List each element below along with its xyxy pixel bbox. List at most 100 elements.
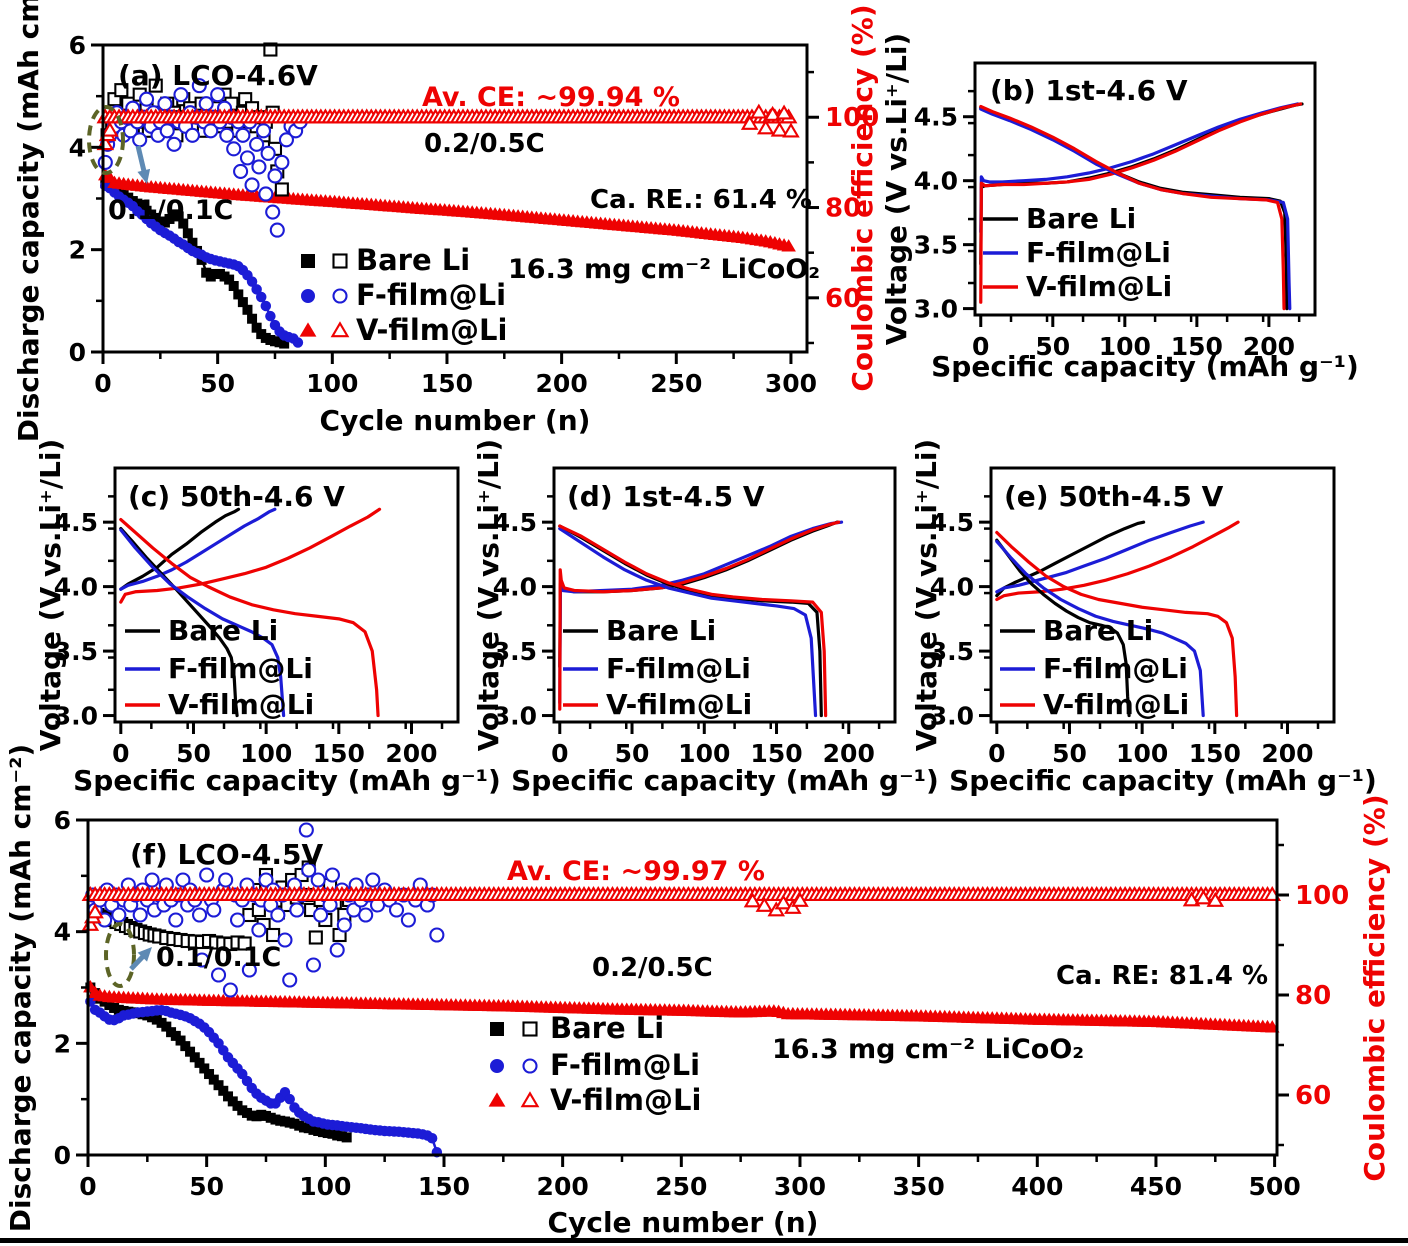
data-point [298, 822, 314, 838]
data-point [260, 145, 276, 161]
panel-c-title: (c) 50th-4.6 V [128, 480, 345, 513]
y2-tick-label: 80 [1295, 981, 1331, 1011]
data-line [558, 526, 818, 718]
legend-label: V-film@Li [550, 1083, 701, 1117]
data-point [429, 927, 445, 943]
panel-a-title: (a) LCO-4.6V [118, 59, 318, 92]
data-point [199, 867, 215, 883]
data-point [175, 872, 191, 888]
data-point [218, 872, 234, 888]
data-line [558, 520, 841, 711]
y-tick-label: 3.5 [54, 637, 98, 666]
ce-outlier-point [1206, 891, 1225, 907]
ce-outlier-point [750, 103, 768, 119]
x-tick-label: 200 [385, 739, 437, 768]
y-tick-label: 4.0 [914, 167, 958, 196]
legend-filled-circle-icon [490, 1059, 504, 1073]
y-tick-label: 4.5 [54, 508, 98, 537]
legend-label: Bare Li [168, 614, 278, 647]
x-tick-label: 100 [240, 739, 292, 768]
x-tick-label: 200 [823, 739, 875, 768]
data-point [242, 304, 253, 315]
series-v-film-li-discharge [995, 530, 1239, 718]
y-tick-label: 0 [69, 338, 86, 367]
ce-outlier-point [784, 898, 802, 914]
data-point [182, 228, 193, 239]
y-tick-label: 3.5 [493, 637, 537, 666]
legend-label: F-film@Li [1043, 652, 1188, 685]
x-tick-label: 100 [306, 369, 358, 398]
data-point [184, 127, 200, 143]
y-tick-label: 3.5 [930, 637, 974, 666]
data-line [995, 520, 1146, 598]
x-tick-label: 250 [655, 1172, 707, 1201]
data-point [148, 78, 163, 93]
x-tick-label: 50 [189, 1172, 224, 1201]
series-f-film-li-charge [995, 520, 1205, 594]
data-point [289, 902, 305, 918]
data-point [157, 96, 173, 112]
x-tick-label: 0 [112, 739, 129, 768]
data-point [292, 337, 304, 348]
data-line [119, 507, 277, 591]
data-line [119, 507, 382, 604]
plot-frame [552, 466, 897, 724]
data-point [244, 177, 260, 193]
data-point [247, 313, 258, 324]
rate-change-arrowhead [137, 168, 151, 184]
y2-axis-label: Coulombic efficiency (%) [846, 4, 879, 391]
y2-tick-label: 80 [825, 194, 861, 224]
data-point [139, 91, 155, 107]
panel-b-title: (b) 1st-4.6 V [990, 74, 1188, 107]
panel-a-legend: Bare LiF-film@LiV-film@Li [299, 243, 507, 347]
data-line [979, 102, 1303, 304]
data-line [119, 517, 380, 718]
panel-f-series [81, 822, 1282, 1158]
y-tick-label: 6 [69, 31, 86, 60]
x-axis-label: Specific capacity (mAh g⁻¹) [931, 350, 1359, 383]
panel-d: 0 50 100 150 200 3.0 3.5 4.0 4.5 (d) 1st-4.5 V Spe… [472, 439, 939, 797]
data-point [282, 972, 298, 988]
x-tick-label: 50 [176, 739, 211, 768]
legend-open-circle-icon [332, 288, 348, 304]
x-axis-label: Specific capacity (mAh g⁻¹) [511, 764, 939, 797]
y2-tick-label: 100 [825, 103, 879, 133]
y2-tick-label: 60 [1295, 1081, 1331, 1111]
ce-outlier-point [791, 891, 809, 907]
rate-change-arrowhead [137, 947, 152, 962]
data-point [239, 150, 256, 166]
annotation-rate1: 0.1/0.1C [108, 195, 233, 226]
y-tick-label: 3.0 [54, 702, 98, 731]
x-tick-label: 50 [200, 369, 235, 398]
y-tick-label: 4 [54, 918, 71, 947]
y-tick-label: 4.5 [930, 508, 974, 537]
data-point [219, 127, 235, 143]
x-tick-label: 450 [1130, 1172, 1182, 1201]
data-point [284, 1093, 295, 1105]
series-bare-li-discharge [119, 526, 239, 718]
series-f-film-li-capacity [85, 996, 443, 1158]
annotation-rate2: 0.2/0.5C [424, 129, 545, 159]
ce-outlier-point [756, 119, 775, 135]
panel-d-series [558, 520, 844, 718]
series-f-film-li-discharge [558, 526, 818, 718]
ce-outlier-point [770, 121, 789, 137]
y-tick-label: 0 [54, 1141, 71, 1170]
legend-label: Bare Li [550, 1011, 664, 1045]
annotation-rate2: 0.2/0.5C [592, 953, 713, 983]
data-point [251, 922, 267, 938]
data-line [119, 526, 239, 718]
panel-f-legend: Bare LiF-film@LiV-film@Li [488, 1011, 701, 1117]
data-line [558, 520, 844, 705]
data-point [781, 239, 796, 252]
y-axis-label: Voltage (V vs.Li⁺/Li) [880, 33, 913, 345]
legend-label: V-film@Li [1026, 270, 1172, 303]
data-point [173, 87, 189, 103]
panel-c-legend: Bare Li F-film@LiV-film@Li [125, 614, 314, 721]
data-point [159, 123, 175, 139]
panel-e-legend: Bare Li F-film@LiV-film@Li [1000, 614, 1189, 721]
data-point [235, 127, 251, 143]
legend-filled-circle-icon [301, 289, 315, 303]
series-v-film-li-capacity [98, 168, 796, 252]
annotation-ca-re: Ca. RE: 81.4 % [1056, 961, 1268, 991]
